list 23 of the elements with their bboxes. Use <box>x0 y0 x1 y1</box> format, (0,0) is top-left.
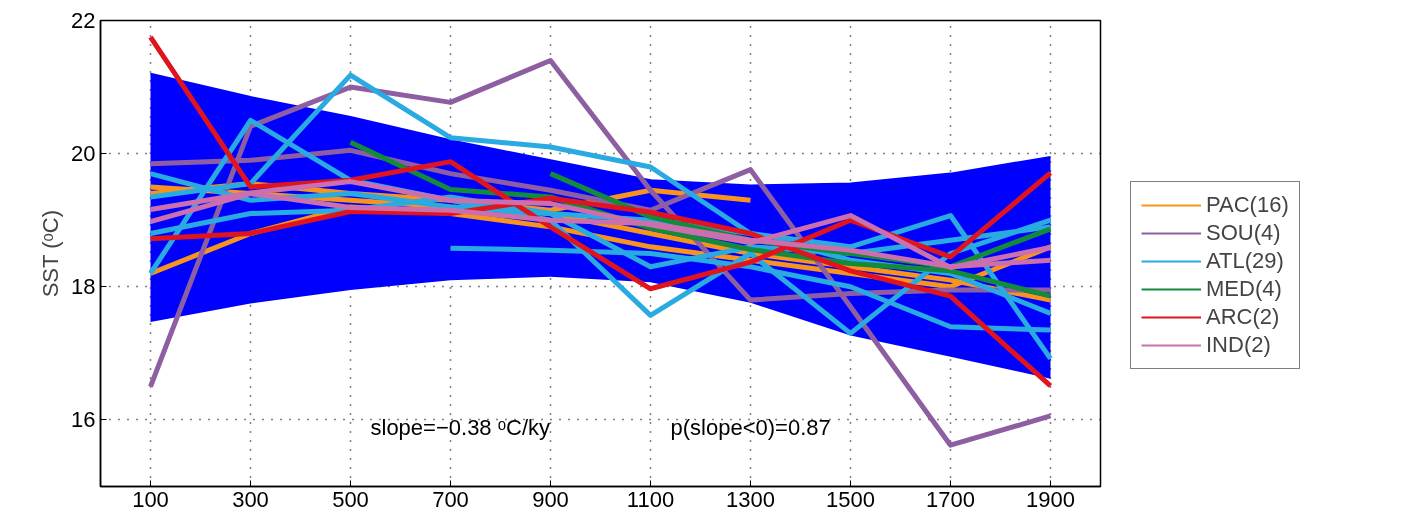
x-tick-label: 1300 <box>726 486 775 512</box>
annotation: p(slope<0)=0.87 <box>670 414 831 440</box>
y-tick-label: 18 <box>71 274 96 300</box>
y-tick-label: 20 <box>71 141 96 167</box>
legend-label: ATL(29) <box>1206 248 1284 274</box>
y-axis-title: SST (ᵒC) <box>38 210 64 298</box>
x-tick-label: 100 <box>132 486 169 512</box>
x-tick-label: 700 <box>432 486 469 512</box>
y-tick-label: 16 <box>71 407 96 433</box>
x-tick-label: 500 <box>332 486 369 512</box>
legend-label: MED(4) <box>1206 276 1282 302</box>
x-tick-label: 1100 <box>626 486 675 512</box>
x-tick-label: 1500 <box>826 486 875 512</box>
x-tick-label: 1900 <box>1026 486 1075 512</box>
x-tick-label: 1700 <box>926 486 975 512</box>
legend-label: ARC(2) <box>1206 304 1280 330</box>
legend-label: PAC(16) <box>1206 192 1289 218</box>
y-tick-label: 22 <box>71 8 96 33</box>
legend-label: IND(2) <box>1206 332 1271 358</box>
legend-label: SOU(4) <box>1206 220 1281 246</box>
annotation: slope=−0.38 ᵒC/ky <box>370 414 551 440</box>
x-tick-label: 900 <box>532 486 569 512</box>
x-tick-label: 300 <box>232 486 269 512</box>
